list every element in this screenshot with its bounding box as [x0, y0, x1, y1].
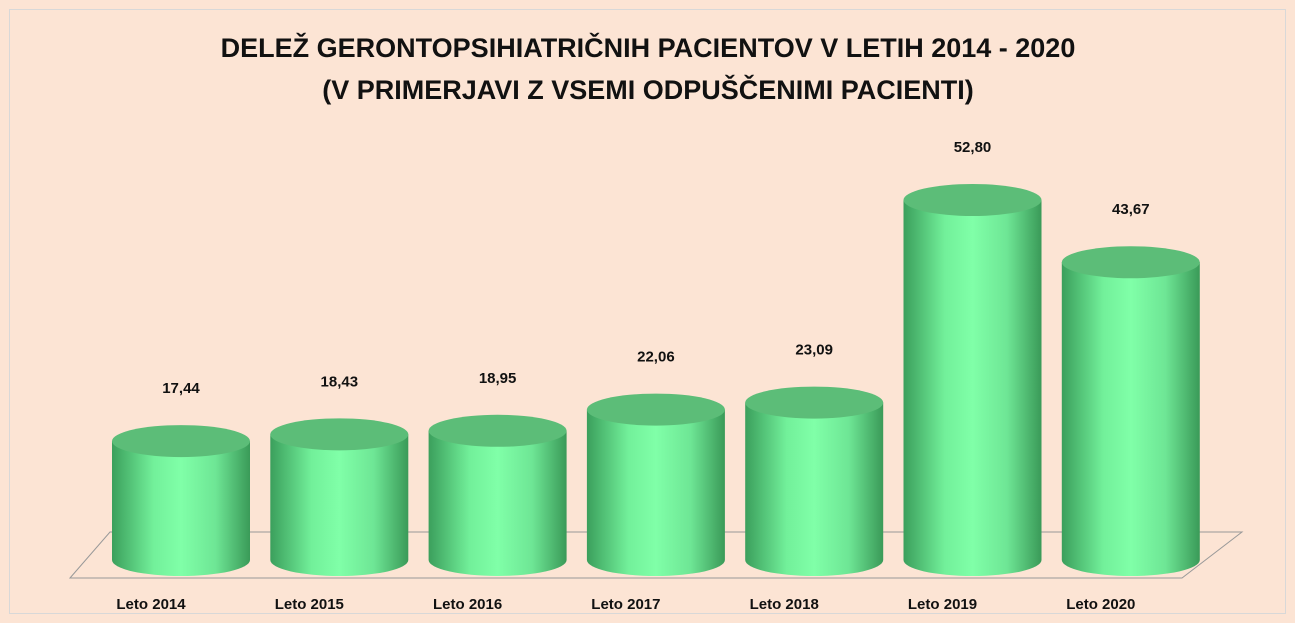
value-label: 18,95: [479, 370, 517, 387]
x-tick-label: Leto 2019: [908, 596, 977, 613]
value-label: 52,80: [954, 139, 992, 156]
bar: [745, 402, 884, 576]
bar: [428, 430, 567, 576]
bar-top: [1061, 246, 1200, 279]
bar-top: [745, 386, 884, 419]
chart-subtitle: (V PRIMERJAVI Z VSEMI ODPUŠČENIMI PACIEN…: [322, 74, 974, 105]
x-tick-label: Leto 2018: [750, 596, 819, 613]
x-tick-label: Leto 2014: [116, 596, 186, 613]
value-label: 43,67: [1112, 201, 1150, 218]
bar: [903, 200, 1042, 576]
bar-top: [270, 418, 409, 451]
bar: [1061, 262, 1200, 576]
chart-title: DELEŽ GERONTOPSIHIATRIČNIH PACIENTOV V L…: [221, 32, 1076, 63]
bar-top: [112, 425, 250, 458]
x-tick-label: Leto 2016: [433, 596, 502, 613]
value-label: 18,43: [321, 373, 359, 390]
x-tick-label: Leto 2015: [275, 596, 344, 613]
bar-top: [428, 414, 567, 447]
frame: [9, 9, 1286, 614]
value-label: 22,06: [637, 349, 675, 366]
value-label: 23,09: [795, 342, 833, 359]
bar: [270, 434, 409, 576]
bar: [112, 441, 250, 576]
bar-top: [903, 184, 1042, 216]
x-tick-label: Leto 2020: [1066, 596, 1135, 613]
floor: [68, 531, 1244, 579]
bar-top: [586, 393, 725, 426]
value-label: 17,44: [162, 380, 200, 397]
bar: [586, 409, 725, 576]
x-tick-label: Leto 2017: [591, 596, 660, 613]
